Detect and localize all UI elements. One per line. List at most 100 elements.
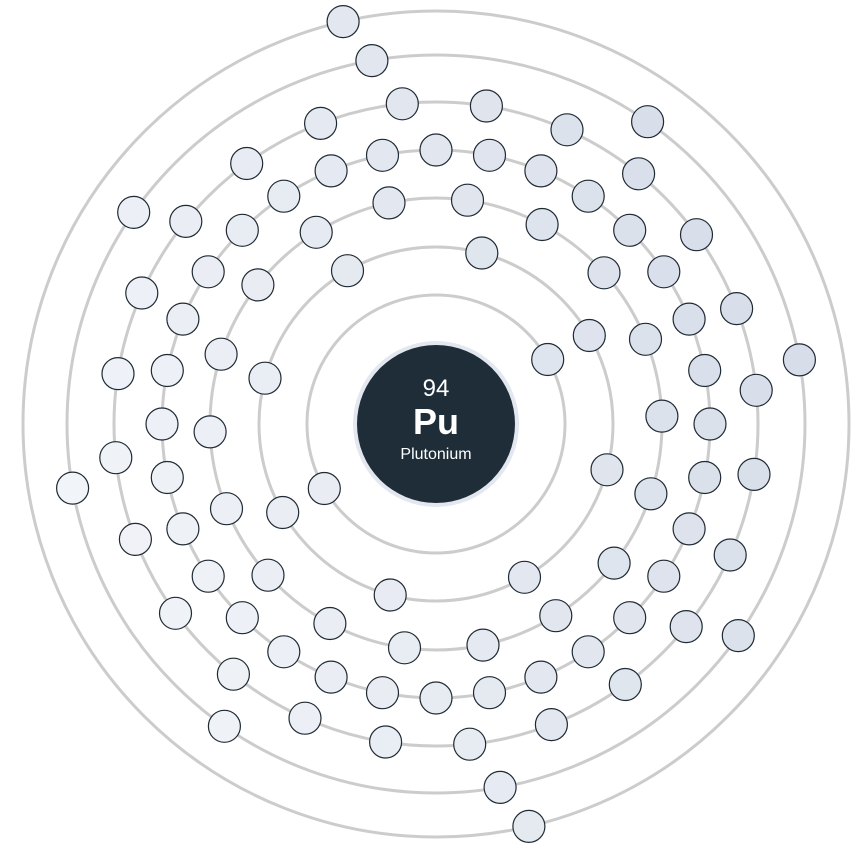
shell-7-ring [21, 9, 851, 839]
shell-3-electron [525, 207, 559, 242]
shell-5-electron [118, 522, 152, 557]
shell-2-electron [590, 453, 624, 487]
shell-5-electron [158, 596, 193, 630]
shell-4-electron [166, 512, 200, 546]
shell-4-electron [419, 681, 453, 715]
shell-4-electron [267, 179, 301, 213]
shell-5-electron [669, 609, 703, 644]
shell-3-electron [241, 268, 275, 302]
shell-5-electron [369, 725, 403, 759]
shell-5-electron [99, 441, 133, 475]
shell-4-electron [191, 255, 225, 289]
shell-2-electron [266, 495, 300, 530]
shell-4-electron [613, 213, 647, 247]
shell-4-electron [688, 460, 722, 495]
shell-5-electron [719, 292, 754, 326]
shell-4-electron [419, 133, 453, 167]
shell-3-electron [387, 631, 422, 665]
shell-3-electron [313, 606, 347, 641]
shell-4-electron [647, 559, 681, 593]
shell-4-electron [571, 635, 605, 669]
electrons [55, 5, 817, 844]
shell-4-electron [314, 660, 348, 694]
shell-4-electron [672, 512, 706, 546]
shell-5-electron [453, 727, 487, 761]
shell-3-electron [597, 546, 631, 580]
shell-5-electron [216, 657, 250, 691]
shell-4-electron [150, 460, 184, 495]
element-name: Plutonium [400, 446, 471, 463]
shell-5-electron [230, 146, 264, 181]
shell-4-electron [688, 353, 722, 388]
shell-5-electron [534, 707, 569, 742]
shell-3-electron [299, 215, 333, 249]
shell-4-electron [225, 213, 259, 247]
shell-3-electron [193, 415, 227, 449]
shell-5-electron [737, 457, 771, 491]
shell-7-electron [512, 809, 546, 844]
shell-7-electron [326, 5, 360, 39]
shell-4-electron [365, 676, 400, 710]
shell-4-electron [524, 660, 558, 694]
shell-6-electron [355, 43, 389, 78]
shell-5-electron [125, 276, 159, 310]
shell-3-electron [251, 558, 285, 592]
shell-4-electron [693, 407, 727, 441]
shell-4-electron [647, 255, 681, 289]
shell-5-electron [169, 204, 203, 238]
shell-2-electron [572, 318, 606, 353]
shell-3-electron [209, 492, 244, 526]
shell-2-ring [257, 245, 615, 603]
shell-5-ring [112, 100, 760, 748]
shell-3-electron [539, 599, 573, 633]
shell-5-electron [304, 106, 338, 141]
shell-3-electron [372, 186, 406, 220]
shell-2-electron [330, 254, 365, 288]
shell-4-electron [472, 138, 507, 172]
shell-5-electron [469, 89, 503, 123]
shell-3-electron [628, 322, 663, 356]
shell-1-electron [531, 342, 565, 377]
shell-4-electron [314, 154, 348, 188]
shell-2-electron [373, 578, 407, 612]
shell-6-electron [55, 471, 90, 505]
shell-4-electron [472, 676, 507, 710]
shell-4-electron [672, 302, 706, 336]
shell-4-electron [571, 179, 605, 213]
shell-4-electron [524, 154, 558, 188]
shell-4-electron [191, 559, 225, 593]
shell-5-electron [679, 218, 714, 252]
shell-3-electron [634, 477, 668, 511]
shell-4-electron [145, 407, 179, 441]
atomic-number: 94 [423, 375, 450, 402]
shell-1-electron [307, 471, 341, 506]
nucleus-core [357, 345, 515, 503]
shell-4-electron [365, 138, 400, 172]
shell-4-electron [150, 353, 184, 388]
shell-5-electron [101, 357, 135, 391]
shell-6-electron [207, 709, 241, 743]
shell-3-electron [466, 628, 500, 662]
shell-4-electron [225, 601, 259, 635]
shell-5-electron [385, 87, 419, 121]
shell-5-electron [608, 667, 642, 702]
shell-5-electron [739, 373, 773, 407]
shell-2-electron [248, 361, 282, 395]
shell-3-electron [645, 399, 679, 433]
shell-6-electron [117, 195, 151, 229]
shell-2-electron [465, 236, 499, 270]
shell-6-electron [630, 105, 665, 139]
shell-4-electron [166, 302, 200, 336]
element-symbol: Pu [413, 401, 459, 442]
shell-5-electron [550, 113, 584, 147]
shell-4-electron [613, 601, 647, 635]
shell-4-electron [267, 635, 301, 669]
shell-6-electron [721, 618, 755, 653]
shell-3-electron [204, 337, 238, 371]
shell-3-electron [450, 183, 485, 217]
shell-5-electron [288, 701, 322, 735]
shell-2-electron [507, 560, 542, 594]
shell-6-electron [483, 770, 517, 805]
